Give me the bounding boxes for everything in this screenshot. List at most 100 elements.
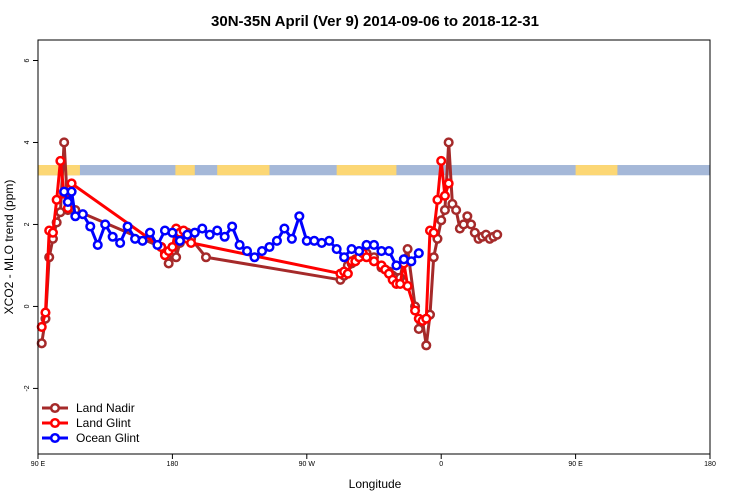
data-point	[466, 219, 477, 230]
data-point	[174, 235, 185, 246]
data-point	[234, 239, 245, 251]
data-point	[62, 196, 73, 207]
data-point	[428, 252, 439, 263]
data-point	[212, 225, 223, 236]
data-point	[368, 239, 380, 251]
data-point	[152, 239, 163, 251]
data-point	[242, 246, 253, 257]
data-point	[256, 246, 268, 257]
data-point	[331, 243, 342, 255]
data-point	[36, 321, 47, 332]
data-point	[413, 323, 424, 335]
data-point	[167, 227, 178, 238]
data-point	[59, 137, 70, 148]
band-land	[217, 165, 270, 176]
x-tick-label: 180	[704, 461, 716, 468]
data-point	[167, 241, 178, 253]
x-tick-label: 0	[439, 461, 443, 468]
band-land	[575, 165, 618, 176]
data-point	[204, 229, 215, 240]
legend-label: Land Glint	[76, 416, 131, 430]
data-point	[186, 237, 197, 248]
data-point	[428, 227, 439, 238]
data-point	[451, 205, 462, 216]
y-tick-label: 6	[24, 58, 31, 62]
data-point	[279, 223, 290, 234]
data-point	[413, 248, 424, 259]
y-tick-label: 0	[24, 304, 31, 308]
data-point	[227, 221, 238, 232]
band-land	[175, 165, 195, 176]
data-point	[342, 268, 353, 279]
data-point	[249, 252, 260, 263]
band-land	[336, 165, 397, 176]
y-axis-label: XCO2 - MLO trend (ppm)	[2, 180, 16, 315]
data-point	[51, 194, 62, 205]
data-point	[383, 246, 394, 257]
data-point	[115, 237, 126, 248]
data-point	[436, 155, 447, 166]
data-point	[77, 209, 88, 220]
legend-item: Ocean Glint	[42, 431, 140, 445]
data-point	[137, 235, 148, 246]
data-point	[264, 241, 275, 253]
surface-band	[38, 165, 710, 176]
data-point	[354, 246, 365, 257]
x-axis: 90 E 180 90 W 0 90 E 180	[31, 454, 716, 468]
plot-frame	[37, 39, 711, 455]
data-point	[286, 233, 297, 244]
x-tick-label: 90 W	[299, 461, 316, 468]
y-tick-label: -2	[24, 385, 31, 391]
data-point	[439, 205, 450, 216]
data-point	[66, 178, 77, 189]
data-point	[47, 227, 58, 238]
data-point	[432, 194, 443, 205]
data-point	[324, 235, 335, 246]
data-point	[122, 221, 133, 232]
legend-label: Land Nadir	[76, 401, 135, 415]
data-point	[55, 155, 66, 166]
y-tick-label: 4	[24, 140, 31, 144]
y-tick-label: 2	[24, 222, 31, 226]
series-layer	[36, 137, 503, 351]
data-point	[294, 211, 305, 222]
data-point	[200, 252, 212, 263]
data-point	[219, 231, 230, 242]
data-point	[100, 219, 111, 230]
chart-title: 30N-35N April (Ver 9) 2014-09-06 to 2018…	[211, 13, 539, 30]
data-point	[189, 227, 200, 238]
data-point	[436, 215, 447, 226]
x-axis-label: Longitude	[349, 477, 402, 491]
data-point	[197, 223, 208, 234]
x-tick-label: 180	[167, 461, 179, 468]
data-point	[443, 178, 454, 189]
series-ocean-glint	[59, 186, 424, 271]
y-axis: -2 0 2 4 6	[24, 58, 38, 392]
data-point	[361, 252, 372, 263]
data-point	[92, 239, 103, 251]
data-point	[40, 307, 51, 318]
data-point	[368, 256, 380, 267]
data-point	[492, 229, 503, 240]
data-point	[439, 190, 450, 201]
data-point	[462, 211, 473, 222]
data-point	[402, 243, 413, 255]
data-point	[36, 338, 47, 349]
data-point	[402, 280, 413, 291]
data-point	[421, 340, 432, 351]
data-point	[339, 252, 350, 263]
data-point	[66, 186, 77, 197]
data-point	[171, 252, 182, 263]
data-point	[406, 256, 417, 267]
legend-label: Ocean Glint	[76, 431, 140, 445]
data-point	[144, 227, 156, 238]
data-point	[421, 313, 432, 324]
data-point	[410, 305, 421, 316]
data-point	[85, 221, 96, 232]
data-point	[163, 258, 174, 269]
legend-marker	[49, 417, 61, 429]
legend-marker	[49, 432, 61, 444]
x-tick-label: 90 E	[31, 461, 46, 468]
